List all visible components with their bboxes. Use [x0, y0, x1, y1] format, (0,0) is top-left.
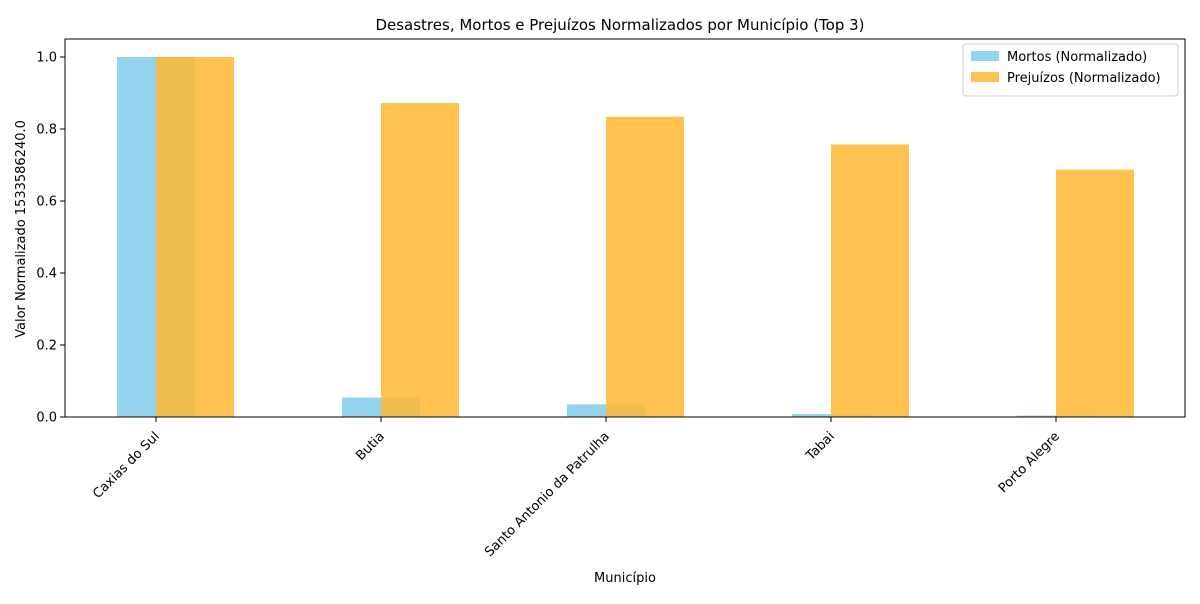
bars-group	[117, 57, 1134, 418]
y-tick-label: 0.6	[36, 195, 57, 210]
x-tick-label: Tabai	[803, 429, 838, 464]
x-tick-label: Butia	[353, 429, 388, 464]
x-axis: Caxias do Sul Butia Santo Antonio da Patru…	[90, 417, 1063, 560]
bar-prejuizos	[381, 103, 459, 417]
x-tick-label: Porto Alegre	[996, 429, 1063, 496]
bar-prejuizos	[606, 116, 684, 417]
chart-title: Desastres, Mortos e Prejuízos Normalizad…	[375, 16, 864, 34]
x-tick-label: Caxias do Sul	[90, 429, 163, 502]
bar-prejuizos	[1056, 169, 1134, 417]
y-tick-label: 0.0	[36, 411, 57, 426]
legend: Mortos (Normalizado) Prejuízos (Normaliza…	[962, 43, 1179, 97]
legend-swatch	[971, 72, 999, 82]
bar-prejuizos	[831, 144, 909, 418]
y-tick-label: 0.4	[36, 267, 57, 282]
x-axis-label: Município	[594, 571, 656, 586]
bar-prejuizos	[156, 57, 234, 417]
y-axis-label: Valor Normalizado 1533586240.0	[14, 120, 29, 338]
legend-label: Mortos (Normalizado)	[1007, 50, 1147, 65]
y-tick-label: 0.2	[36, 339, 57, 354]
y-axis: 0.0 0.2 0.4 0.6 0.8 1.0	[36, 51, 65, 426]
legend-box	[962, 43, 1179, 97]
legend-label: Prejuízos (Normalizado)	[1007, 71, 1161, 86]
y-tick-label: 0.8	[36, 123, 57, 138]
x-tick-label: Santo Antonio da Patrulha	[482, 429, 613, 560]
y-tick-label: 1.0	[36, 51, 57, 66]
plot-frame	[64, 38, 1186, 418]
legend-swatch	[971, 51, 999, 61]
